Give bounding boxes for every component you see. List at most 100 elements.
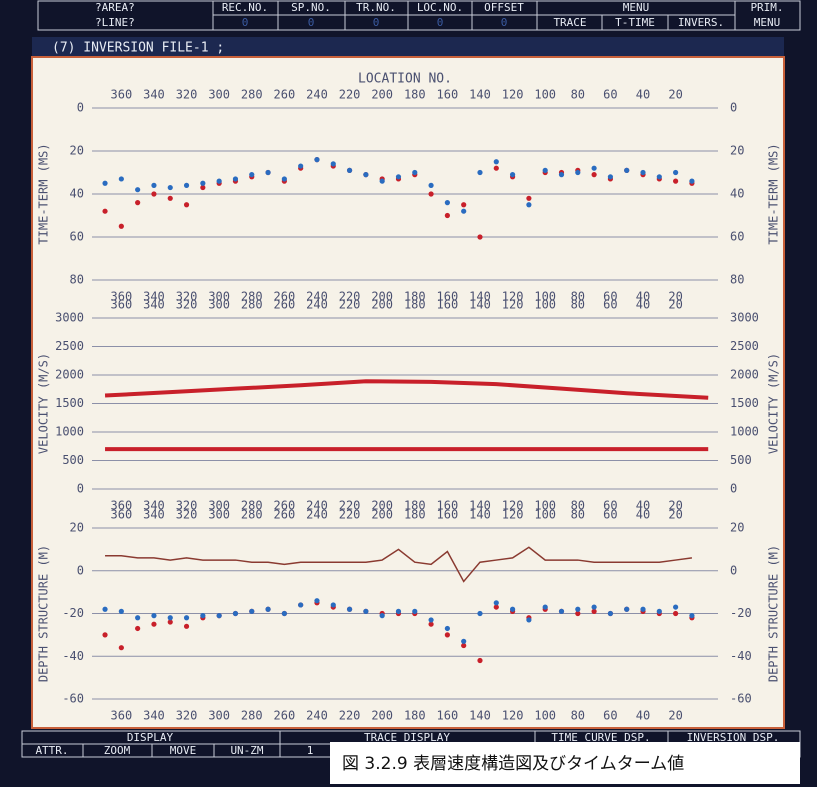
x-tick-label: 280 — [241, 88, 263, 102]
x-tick-label-bottom: 200 — [371, 499, 393, 513]
data-point — [102, 606, 108, 612]
x-tick-label-bottom: 200 — [371, 290, 393, 304]
x-tick-label-bottom: 360 — [111, 290, 133, 304]
data-point — [102, 632, 108, 638]
data-point — [591, 165, 597, 171]
data-point — [216, 613, 222, 619]
data-point — [118, 223, 124, 229]
x-tick-label-bottom: 160 — [437, 499, 459, 513]
y-tick-label: -40 — [62, 649, 84, 663]
area-prompt[interactable]: ?AREA? — [95, 1, 135, 14]
prim-menu[interactable]: MENU — [754, 16, 781, 29]
x-tick-label-bottom: 140 — [469, 290, 491, 304]
y-tick-label: 80 — [70, 273, 84, 287]
x-tick-label: 340 — [143, 298, 165, 312]
data-point — [200, 180, 206, 186]
status-button[interactable]: ATTR. — [35, 744, 68, 757]
x-tick-label: 340 — [143, 88, 165, 102]
data-point — [167, 619, 173, 625]
status-section[interactable]: TIME CURVE DSP. — [551, 731, 650, 744]
x-tick-label: 300 — [208, 298, 230, 312]
prim-menu[interactable]: PRIM. — [750, 1, 783, 14]
x-tick-label-bottom: 300 — [208, 499, 230, 513]
data-point — [526, 195, 532, 201]
x-tick-label: 40 — [636, 508, 650, 522]
menu-item[interactable]: TRACE — [553, 16, 586, 29]
y-tick-label: 2500 — [55, 339, 84, 353]
window-title: (7) INVERSION FILE-1 ; — [52, 41, 224, 56]
x-tick-label: 180 — [404, 88, 426, 102]
x-tick-label: 180 — [404, 298, 426, 312]
data-point — [509, 606, 516, 612]
x-tick-label: 40 — [636, 298, 650, 312]
data-point — [379, 613, 385, 619]
field-label: TR.NO. — [356, 1, 396, 14]
field-value[interactable]: 0 — [501, 16, 508, 29]
field-value[interactable]: 0 — [437, 16, 444, 29]
x-tick-label: 220 — [339, 88, 361, 102]
x-tick-label-bottom: 260 — [274, 290, 296, 304]
series-line — [104, 379, 709, 400]
data-point — [167, 195, 173, 201]
x-tick-label: 300 — [208, 508, 230, 522]
x-tick-label: 80 — [571, 298, 585, 312]
line-prompt[interactable]: ?LINE? — [95, 16, 135, 29]
field-value[interactable]: 0 — [242, 16, 249, 29]
data-point — [509, 172, 516, 178]
x-tick-label: 60 — [603, 508, 617, 522]
x-tick-label-bottom: 60 — [603, 709, 617, 723]
field-label: LOC.NO. — [417, 1, 463, 14]
menu-item[interactable]: T-TIME — [615, 16, 655, 29]
y-tick-label: 1000 — [55, 425, 84, 439]
x-tick-label-bottom: 180 — [404, 290, 426, 304]
x-tick-label-bottom: 200 — [371, 709, 393, 723]
y-tick-label: 0 — [77, 482, 84, 496]
caption: 図 3.2.9 表層速度構造図及びタイムターム値 — [342, 754, 684, 774]
status-section[interactable]: INVERSION DSP. — [687, 731, 780, 744]
x-tick-label-bottom: 40 — [636, 290, 650, 304]
status-button[interactable]: UN-ZM — [230, 744, 263, 757]
menu-item[interactable]: INVERS. — [678, 16, 724, 29]
data-point — [428, 191, 434, 197]
field-value[interactable]: 0 — [308, 16, 315, 29]
x-tick-label-bottom: 80 — [571, 499, 585, 513]
y-tick-label-right: 20 — [730, 521, 744, 535]
data-point — [232, 610, 239, 617]
data-point — [607, 174, 614, 180]
y-axis-label-right: TIME-TERM (MS) — [767, 143, 781, 244]
data-point — [558, 608, 565, 614]
data-point — [379, 178, 385, 184]
y-tick-label: 0 — [77, 101, 84, 115]
data-point — [135, 187, 141, 193]
x-tick-label-bottom: 240 — [306, 499, 328, 513]
field-value[interactable]: 0 — [373, 16, 380, 29]
data-point — [477, 610, 483, 617]
status-section[interactable]: TRACE DISPLAY — [364, 731, 450, 744]
data-point — [330, 161, 336, 167]
data-point — [493, 600, 499, 606]
data-point — [640, 606, 646, 612]
status-button[interactable]: MOVE — [170, 744, 197, 757]
data-point — [477, 234, 483, 240]
status-button[interactable]: ZOOM — [104, 744, 131, 757]
data-point — [428, 182, 434, 188]
y-axis-label-right: DEPTH STRUCTURE (M) — [767, 545, 781, 682]
data-point — [493, 159, 499, 165]
x-tick-label-bottom: 360 — [111, 499, 133, 513]
data-point — [183, 623, 190, 629]
x-tick-label-bottom: 120 — [502, 290, 524, 304]
y-tick-label: 20 — [70, 144, 84, 158]
x-tick-label-bottom: 220 — [339, 290, 361, 304]
x-tick-label: 320 — [176, 88, 198, 102]
x-tick-label-bottom: 160 — [437, 290, 459, 304]
x-tick-label: 260 — [274, 88, 296, 102]
data-point — [265, 606, 271, 612]
data-point — [249, 172, 255, 178]
data-point — [151, 191, 157, 197]
data-point — [298, 602, 304, 608]
x-tick-label: 200 — [371, 88, 393, 102]
data-point — [200, 613, 206, 619]
data-point — [444, 212, 450, 219]
data-point — [314, 157, 320, 163]
